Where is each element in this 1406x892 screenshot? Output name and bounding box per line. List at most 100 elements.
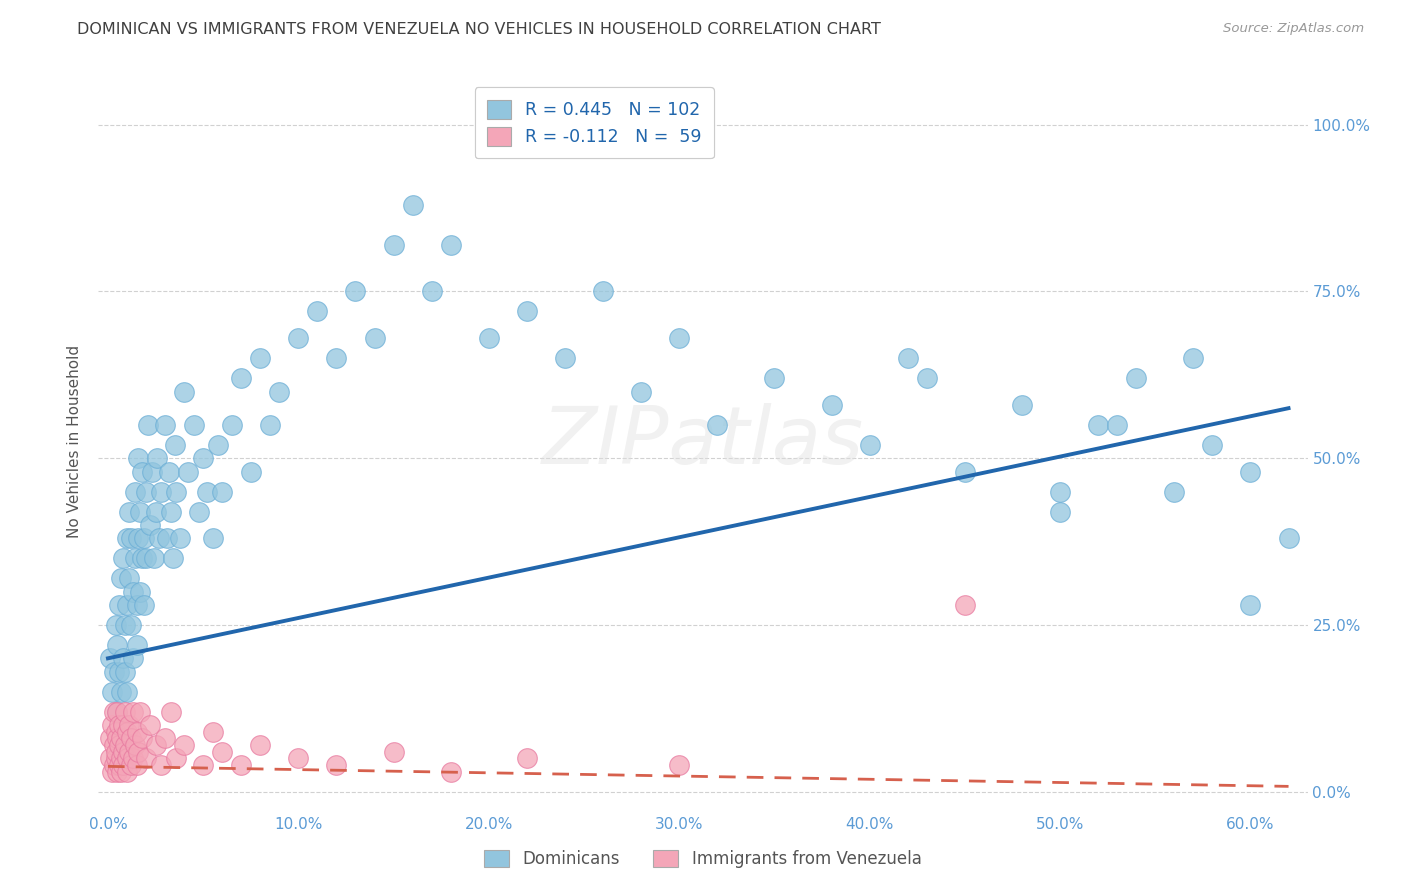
Point: [103, 758, 125, 772]
Point: [108, 718, 131, 732]
Point: [104, 618, 127, 632]
Point: [103, 665, 125, 679]
Point: [115, 598, 138, 612]
Point: [325, 758, 347, 772]
Point: [129, 505, 152, 519]
Point: [706, 417, 728, 432]
Point: [120, 531, 142, 545]
Point: [420, 285, 443, 299]
Point: [897, 351, 920, 366]
Point: [211, 745, 233, 759]
Point: [100, 718, 122, 732]
Point: [166, 751, 188, 765]
Point: [125, 724, 148, 739]
Point: [145, 738, 167, 752]
Text: ZIPatlas: ZIPatlas: [541, 402, 865, 481]
Point: [115, 751, 138, 765]
Point: [141, 465, 163, 479]
Text: Source: ZipAtlas.com: Source: ZipAtlas.com: [1223, 22, 1364, 36]
Point: [953, 598, 976, 612]
Point: [127, 745, 149, 759]
Point: [231, 371, 253, 385]
Point: [127, 451, 149, 466]
Point: [307, 304, 329, 318]
Point: [110, 571, 132, 585]
Point: [146, 451, 169, 466]
Point: [115, 724, 138, 739]
Point: [110, 684, 132, 698]
Point: [98, 731, 121, 746]
Point: [382, 237, 405, 252]
Point: [153, 731, 176, 746]
Point: [107, 731, 129, 746]
Point: [156, 531, 179, 545]
Point: [177, 465, 200, 479]
Point: [112, 758, 135, 772]
Point: [98, 751, 121, 765]
Point: [142, 551, 165, 566]
Point: [173, 384, 195, 399]
Point: [166, 484, 188, 499]
Point: [201, 531, 224, 545]
Point: [953, 465, 976, 479]
Point: [134, 598, 156, 612]
Point: [115, 531, 138, 545]
Point: [139, 517, 162, 532]
Point: [107, 638, 129, 652]
Point: [153, 417, 176, 432]
Point: [124, 551, 146, 566]
Point: [188, 505, 211, 519]
Point: [440, 764, 463, 779]
Point: [136, 417, 159, 432]
Point: [112, 718, 135, 732]
Point: [169, 531, 191, 545]
Point: [344, 285, 367, 299]
Point: [201, 724, 224, 739]
Point: [668, 758, 690, 772]
Point: [115, 764, 138, 779]
Point: [135, 751, 157, 765]
Point: [100, 764, 122, 779]
Point: [195, 484, 218, 499]
Point: [159, 705, 181, 719]
Point: [118, 718, 141, 732]
Point: [269, 384, 291, 399]
Point: [104, 751, 127, 765]
Legend: Dominicans, Immigrants from Venezuela: Dominicans, Immigrants from Venezuela: [478, 843, 928, 875]
Point: [363, 331, 385, 345]
Point: [124, 738, 146, 752]
Point: [107, 764, 129, 779]
Point: [401, 198, 423, 212]
Point: [108, 598, 131, 612]
Point: [114, 665, 136, 679]
Point: [131, 731, 153, 746]
Point: [1277, 531, 1299, 545]
Point: [108, 758, 131, 772]
Point: [173, 738, 195, 752]
Point: [630, 384, 652, 399]
Point: [129, 705, 152, 719]
Point: [221, 417, 243, 432]
Point: [1049, 484, 1071, 499]
Point: [120, 731, 142, 746]
Point: [98, 651, 121, 665]
Point: [1201, 438, 1223, 452]
Point: [1239, 598, 1261, 612]
Point: [159, 505, 181, 519]
Point: [118, 571, 141, 585]
Point: [859, 438, 882, 452]
Point: [145, 505, 167, 519]
Text: DOMINICAN VS IMMIGRANTS FROM VENEZUELA NO VEHICLES IN HOUSEHOLD CORRELATION CHAR: DOMINICAN VS IMMIGRANTS FROM VENEZUELA N…: [77, 22, 882, 37]
Point: [107, 705, 129, 719]
Point: [104, 745, 127, 759]
Point: [118, 505, 141, 519]
Point: [249, 351, 271, 366]
Point: [150, 758, 173, 772]
Point: [131, 465, 153, 479]
Point: [104, 724, 127, 739]
Point: [114, 705, 136, 719]
Point: [1011, 398, 1033, 412]
Point: [516, 304, 538, 318]
Point: [820, 398, 842, 412]
Point: [259, 417, 281, 432]
